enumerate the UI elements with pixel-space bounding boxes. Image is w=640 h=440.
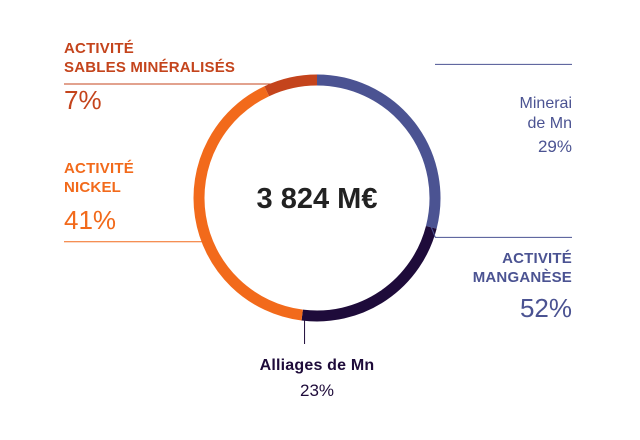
label-sables-line1: ACTIVITÉ: [64, 40, 134, 57]
label-manganese-line2: MANGANÈSE: [472, 268, 572, 286]
label-nickel-line2: NICKEL: [64, 178, 122, 196]
label-alliages-line1: Alliages de Mn: [259, 357, 375, 374]
label-manganese: ACTIVITÉ MANGANÈSE 52%: [473, 250, 572, 324]
donut-slice-minerai-de-mn: [316, 74, 441, 229]
donut-slice-activit-sables-min-ralis-s: [264, 74, 318, 97]
label-nickel-line1: ACTIVITÉ: [64, 160, 134, 177]
label-minerai: Minerai de Mn 29%: [520, 94, 572, 157]
center-total-label: 3 824 M€: [257, 183, 378, 215]
label-alliages-percent: 23%: [299, 381, 335, 400]
label-manganese-percent: 52%: [519, 292, 572, 323]
leader-sables: [64, 78, 292, 85]
leader-manganese: [430, 227, 572, 238]
label-nickel: ACTIVITÉ NICKEL 41%: [64, 160, 134, 236]
label-minerai-line1: Minerai: [519, 95, 572, 112]
label-minerai-percent: 29%: [537, 137, 572, 156]
label-sables-line2: SABLES MINÉRALISÉS: [64, 58, 236, 76]
label-sables-percent: 7%: [64, 84, 102, 115]
donut-slice-alliages-de-mn: [301, 225, 437, 322]
label-nickel-percent: 41%: [64, 204, 117, 235]
label-minerai-line2: de Mn: [527, 115, 572, 132]
label-alliages: Alliages de Mn 23%: [232, 356, 402, 401]
label-sables: ACTIVITÉ SABLES MINÉRALISÉS 7%: [64, 40, 235, 116]
donut-slice-activit-nickel: [193, 86, 303, 321]
label-manganese-line1: ACTIVITÉ: [502, 250, 572, 267]
